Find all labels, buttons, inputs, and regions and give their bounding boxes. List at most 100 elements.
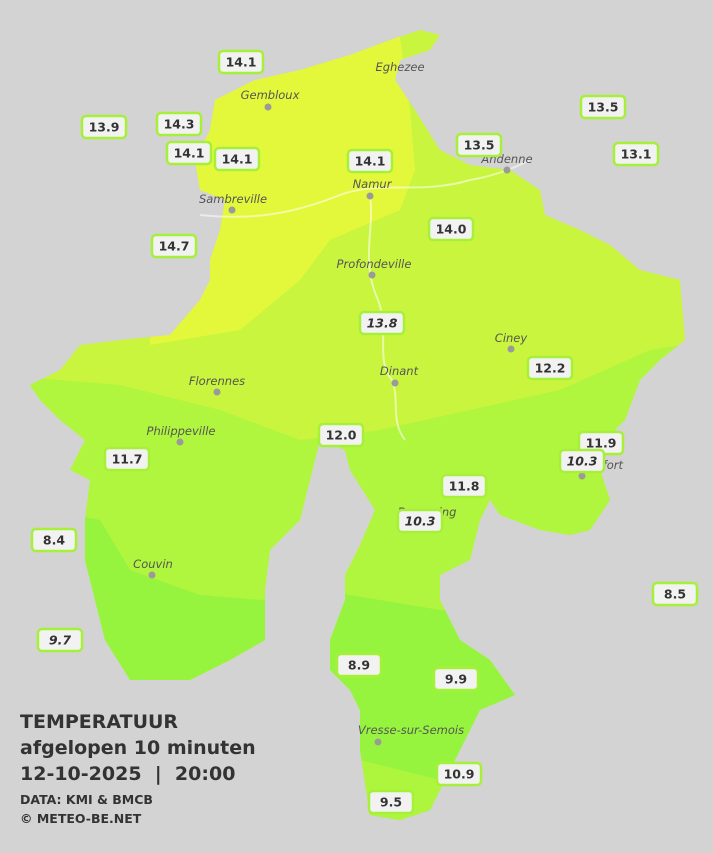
station-box (651, 581, 699, 607)
station: 13.1 (612, 141, 660, 167)
town-name: Philippeville (147, 424, 216, 438)
station-value: 12.2 (535, 361, 566, 376)
station: 9.5 (367, 789, 415, 815)
town-name: Namur (353, 177, 393, 191)
station-value: 10.3 (405, 514, 436, 529)
station: 13.5 (455, 132, 503, 158)
station-box (36, 627, 84, 653)
town-dot (264, 103, 272, 111)
station-value: 14.1 (355, 154, 386, 169)
station-value: 8.4 (43, 533, 65, 548)
station-value: 13.5 (588, 100, 619, 115)
station: 14.7 (150, 233, 198, 259)
station: 13.5 (579, 94, 627, 120)
legend-block: TEMPERATUUR afgelopen 10 minuten 12-10-2… (20, 711, 256, 826)
station-box (346, 148, 394, 174)
town-dot (507, 345, 515, 353)
town-name: Couvin (133, 557, 173, 571)
town-name: Dinant (380, 364, 419, 378)
station-box (217, 49, 265, 75)
station: 12.0 (317, 422, 365, 448)
station-value: 9.5 (380, 795, 402, 810)
station-value: 9.9 (445, 672, 467, 687)
source: DATA: KMI & BMCB (20, 792, 153, 807)
station-box (80, 114, 128, 140)
station: 10.3 (558, 448, 606, 474)
station-box (526, 355, 574, 381)
station-value: 13.1 (621, 147, 652, 162)
town-dot (213, 388, 221, 396)
heading: TEMPERATUUR (20, 711, 178, 733)
station: 12.2 (526, 355, 574, 381)
station-box (427, 216, 475, 242)
station-value: 10.3 (567, 454, 598, 469)
town-dot (366, 192, 374, 200)
station: 9.9 (432, 666, 480, 692)
station-box (317, 422, 365, 448)
station-value: 8.9 (348, 658, 370, 673)
station-box (455, 132, 503, 158)
station-box (612, 141, 660, 167)
station-box (367, 789, 415, 815)
station-value: 14.1 (174, 146, 205, 161)
station: 11.7 (103, 446, 151, 472)
station: 8.4 (30, 527, 78, 553)
station-box (213, 146, 261, 172)
station-value: 8.5 (664, 587, 686, 602)
station-box (165, 140, 213, 166)
station-box (440, 473, 488, 499)
station-box (396, 508, 444, 534)
town-dot (228, 206, 236, 214)
station-box (150, 233, 198, 259)
station-box (579, 94, 627, 120)
station-value: 14.3 (164, 117, 195, 132)
station: 13.8 (358, 310, 406, 336)
town-dot (374, 738, 382, 746)
town-name: Profondeville (337, 257, 412, 271)
station-value: 11.9 (586, 436, 617, 451)
town-name: Eghezee (375, 60, 424, 74)
station-box (435, 761, 483, 787)
station-value: 13.8 (367, 316, 398, 331)
station: 14.3 (155, 111, 203, 137)
town-name: Ciney (495, 331, 528, 345)
station-value: 13.5 (464, 138, 495, 153)
station: 10.9 (435, 761, 483, 787)
town-dot (391, 379, 399, 387)
station: 11.8 (440, 473, 488, 499)
station-value: 9.7 (49, 633, 71, 648)
station: 14.1 (346, 148, 394, 174)
credit: © METEO-BE.NET (20, 811, 142, 826)
town-dot (503, 166, 511, 174)
station: 8.5 (651, 581, 699, 607)
datetime: 12-10-2025 | 20:00 (20, 763, 235, 785)
station-box (432, 666, 480, 692)
town-dot (578, 472, 586, 480)
town-dot (368, 271, 376, 279)
station-box (30, 527, 78, 553)
station: 9.7 (36, 627, 84, 653)
station-box (103, 446, 151, 472)
river (199, 159, 531, 441)
stations: 14.1 13.9 14.3 14.1 14.1 14.1 13.5 13.5 13.1 14.7… (30, 49, 699, 815)
station-value: 13.9 (89, 120, 120, 135)
station-value: 14.1 (222, 152, 253, 167)
station-value: 10.9 (444, 767, 475, 782)
station-value: 12.0 (326, 428, 357, 443)
station: 14.1 (165, 140, 213, 166)
station-value: 11.8 (449, 479, 480, 494)
station: 10.3 (396, 508, 444, 534)
town-name: Sambreville (199, 192, 267, 206)
station: 14.1 (217, 49, 265, 75)
station-box (335, 652, 383, 678)
station-value: 11.7 (112, 452, 143, 467)
station: 8.9 (335, 652, 383, 678)
station: 11.9 (577, 430, 625, 456)
station-box (358, 310, 406, 336)
town-name: Gembloux (241, 88, 300, 102)
station: 13.9 (80, 114, 128, 140)
station-value: 14.1 (226, 55, 257, 70)
towns: EghezeeGemblouxAndenneNamurSambrevillePr… (133, 60, 624, 746)
